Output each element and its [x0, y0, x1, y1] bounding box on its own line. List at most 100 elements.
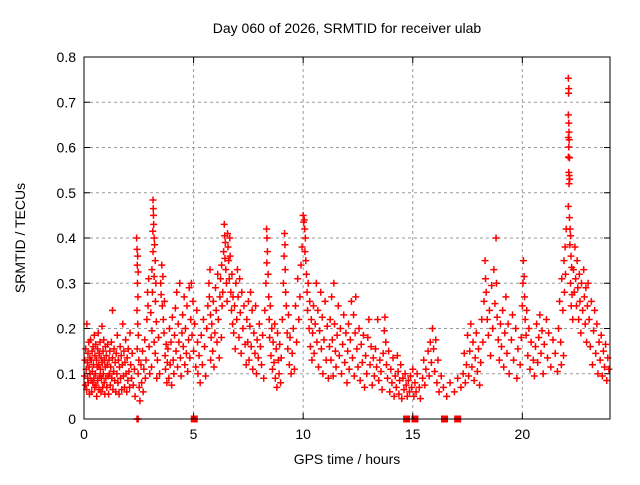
data-point-plus — [305, 325, 313, 332]
data-point-plus — [567, 232, 575, 240]
data-point-plus — [279, 279, 287, 287]
data-point-plus — [218, 261, 226, 269]
data-point-plus — [215, 354, 223, 362]
data-point-plus — [315, 363, 323, 371]
data-point-plus — [149, 205, 157, 213]
data-point-plus — [492, 279, 500, 287]
data-point-plus — [258, 361, 266, 369]
data-point-plus — [460, 349, 468, 357]
data-point-plus — [513, 374, 521, 382]
data-point-plus — [363, 370, 371, 378]
data-point-plus — [174, 363, 182, 371]
data-point-plus — [216, 293, 224, 301]
data-point-plus — [83, 358, 91, 366]
data-point-plus — [565, 143, 573, 151]
data-point-plus — [150, 338, 158, 346]
data-point-plus — [560, 288, 568, 296]
data-point-plus — [99, 347, 107, 355]
data-point-plus — [107, 363, 115, 371]
data-point-plus — [428, 325, 436, 332]
data-point-plus — [569, 315, 577, 323]
data-point-plus — [190, 347, 198, 355]
data-point-plus — [328, 293, 336, 301]
data-point-plus — [269, 338, 277, 346]
data-point-plus — [149, 196, 157, 204]
data-point-plus — [575, 270, 583, 278]
data-point-plus — [82, 345, 90, 353]
data-point-plus — [502, 293, 510, 301]
data-point-plus — [439, 383, 447, 391]
data-point-plus — [246, 322, 254, 330]
data-point-plus — [231, 345, 239, 353]
data-point-plus — [343, 379, 351, 387]
data-point-plus — [521, 293, 529, 301]
data-point-plus — [302, 270, 310, 278]
data-point-plus — [150, 220, 158, 228]
data-point-plus — [597, 331, 605, 339]
x-axis-label: GPS time / hours — [294, 451, 401, 467]
data-point-plus — [352, 293, 360, 301]
data-point-plus — [88, 347, 96, 355]
data-point-plus — [432, 336, 440, 344]
data-point-plus — [222, 279, 230, 287]
data-point-plus — [161, 352, 169, 360]
data-point-plus — [163, 379, 171, 387]
data-point-plus — [492, 234, 500, 242]
data-point-plus — [323, 322, 331, 330]
data-point-plus — [120, 347, 128, 355]
data-point-plus — [301, 234, 309, 242]
data-point-plus — [205, 279, 213, 287]
data-point-plus — [377, 367, 385, 375]
data-point-plus — [566, 241, 574, 249]
data-point-plus — [465, 372, 473, 380]
data-point-plus — [212, 306, 220, 314]
data-point-plus — [233, 266, 241, 274]
data-point-plus — [504, 320, 512, 328]
data-point-plus — [294, 275, 302, 283]
data-point-plus — [128, 349, 136, 357]
data-point-plus — [450, 388, 458, 396]
data-point-plus — [347, 297, 355, 305]
data-point-plus — [409, 365, 417, 373]
data-point-plus — [306, 343, 314, 351]
data-point-plus — [149, 211, 157, 219]
data-point-plus — [88, 388, 96, 396]
data-point-plus — [151, 297, 159, 305]
data-point-plus — [175, 338, 183, 346]
data-point-plus — [212, 284, 219, 292]
data-point-plus — [103, 361, 111, 369]
data-point-plus — [209, 297, 217, 305]
data-point-plus — [405, 388, 413, 396]
data-point-plus — [139, 347, 147, 355]
data-point-plus — [236, 309, 244, 317]
data-point-plus — [263, 234, 271, 242]
data-point-plus — [87, 336, 95, 344]
data-point-plus — [464, 331, 472, 339]
data-point-plus — [185, 336, 193, 344]
data-point-plus — [105, 370, 113, 378]
data-point-plus — [232, 279, 240, 287]
data-point-plus — [167, 338, 175, 346]
data-point-plus — [104, 340, 112, 348]
data-point-plus — [388, 379, 396, 387]
data-point-plus — [495, 356, 503, 364]
data-point-plus — [503, 349, 511, 357]
data-point-plus — [482, 275, 490, 283]
chart-title: Day 060 of 2026, SRMTID for receiver ula… — [213, 20, 482, 36]
data-point-plus — [288, 349, 296, 357]
data-point-plus — [376, 356, 384, 364]
data-point-plus — [329, 372, 337, 380]
data-point-plus — [148, 266, 156, 274]
data-point-plus — [113, 331, 121, 339]
data-point-plus — [244, 297, 252, 305]
data-point-plus — [151, 349, 159, 357]
data-point-plus — [312, 279, 320, 287]
data-point-plus — [382, 338, 390, 346]
data-point-plus — [320, 336, 328, 344]
data-point-plus — [484, 331, 492, 339]
data-point-plus — [557, 338, 565, 346]
data-point-plus — [203, 325, 211, 332]
data-point-plus — [381, 313, 389, 321]
data-point-plus — [578, 279, 586, 287]
data-point-plus — [110, 345, 118, 353]
